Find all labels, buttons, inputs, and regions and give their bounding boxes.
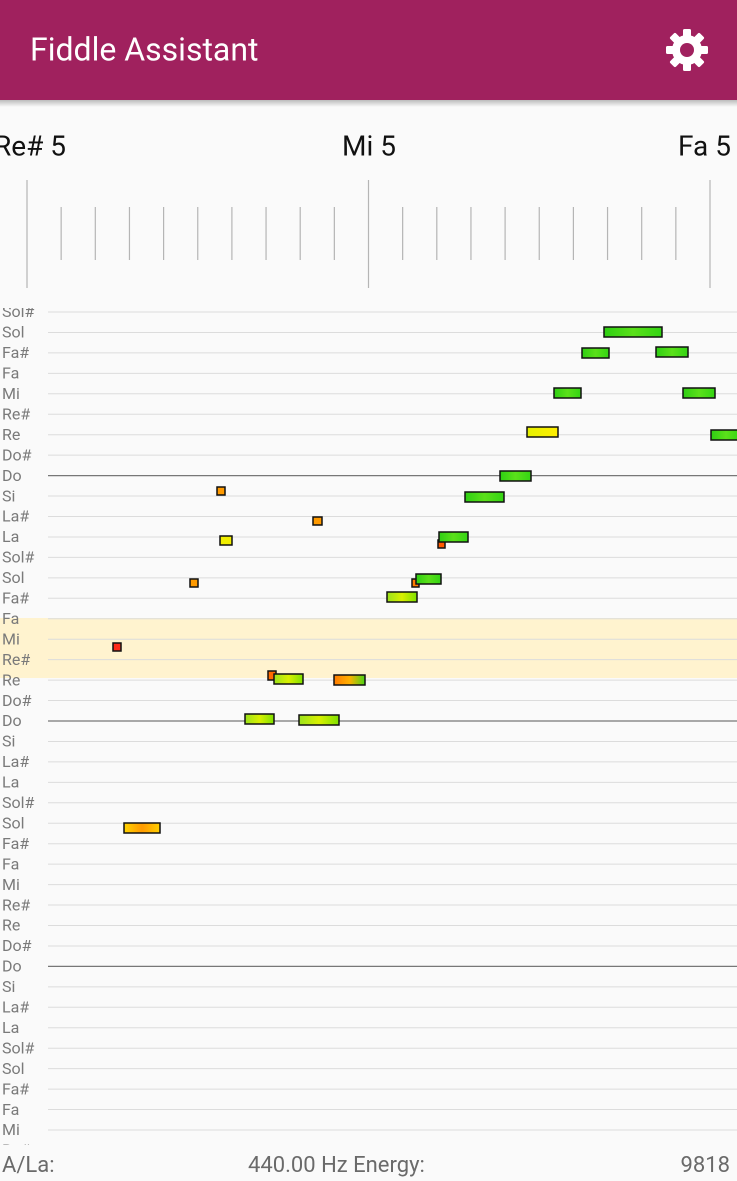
pitch-blob bbox=[499, 470, 532, 482]
pitch-blob bbox=[219, 535, 233, 546]
row-label: Fa# bbox=[2, 834, 29, 853]
row-label: Sol bbox=[2, 323, 25, 342]
app-title: Fiddle Assistant bbox=[30, 30, 258, 68]
row-label: Sol# bbox=[2, 1038, 35, 1057]
pitch-trace bbox=[112, 326, 737, 834]
pitch-blob bbox=[710, 429, 737, 441]
tuner-left-note: Re# 5 bbox=[0, 129, 66, 162]
pitch-blob bbox=[581, 347, 610, 359]
energy-value: 9818 bbox=[681, 1153, 730, 1178]
row-label: Sol bbox=[2, 1059, 25, 1078]
pitch-blob bbox=[273, 673, 304, 685]
row-label: Si bbox=[2, 977, 15, 996]
tuner-right-note: Fa 5 bbox=[678, 129, 731, 162]
row-label: Do# bbox=[2, 936, 32, 955]
row-label: La# bbox=[2, 752, 29, 771]
row-label: La# bbox=[2, 507, 29, 526]
reference-label: A/La: bbox=[2, 1153, 55, 1178]
row-label: La bbox=[2, 527, 19, 546]
row-label: Sol bbox=[2, 813, 25, 832]
row-label: Sol# bbox=[2, 548, 35, 567]
app-bar-shadow bbox=[0, 100, 737, 107]
app-bar bbox=[0, 0, 737, 100]
row-label: La# bbox=[2, 998, 29, 1017]
pitch-blob bbox=[189, 578, 199, 588]
row-label: Re# bbox=[2, 895, 30, 914]
pitch-blob bbox=[244, 713, 275, 725]
row-label: Re# bbox=[2, 1141, 30, 1160]
row-label: Sol# bbox=[2, 302, 35, 321]
pitch-blob bbox=[216, 486, 226, 496]
row-label: Re bbox=[2, 670, 20, 689]
row-label: Fa# bbox=[2, 343, 29, 362]
pitch-blob bbox=[123, 822, 161, 834]
pitch-blob bbox=[603, 326, 663, 338]
row-label: Do# bbox=[2, 445, 32, 464]
row-label: Fa bbox=[2, 1100, 19, 1119]
row-label: Mi bbox=[2, 1120, 20, 1139]
pitch-blob bbox=[112, 642, 122, 652]
row-label: Do bbox=[2, 711, 22, 730]
row-label: Re# bbox=[2, 404, 30, 423]
pitch-blob bbox=[312, 516, 323, 526]
row-label: Re# bbox=[2, 650, 30, 669]
row-label: La bbox=[2, 1018, 19, 1037]
pitch-blob bbox=[415, 573, 442, 585]
row-label: La bbox=[2, 773, 19, 792]
row-label: Do# bbox=[2, 691, 32, 710]
target-band bbox=[0, 618, 737, 678]
reference-value: 440.00 Hz Energy: bbox=[248, 1153, 425, 1178]
row-label: Mi bbox=[2, 875, 20, 894]
row-label: Si bbox=[2, 732, 15, 751]
tuner-scale bbox=[26, 180, 711, 288]
row-label: Sol bbox=[2, 568, 25, 587]
row-label: Do bbox=[2, 957, 22, 976]
pitch-blob bbox=[464, 491, 505, 503]
pitch-blob bbox=[298, 714, 340, 726]
pitch-blob bbox=[438, 531, 469, 543]
pitch-blob bbox=[553, 387, 582, 399]
row-label: Fa bbox=[2, 364, 19, 383]
row-label: Sol# bbox=[2, 793, 35, 812]
tuner-center-note: Mi 5 bbox=[342, 129, 396, 162]
row-label: Fa bbox=[2, 609, 19, 628]
row-label: Fa bbox=[2, 854, 19, 873]
pitch-blob bbox=[333, 674, 366, 686]
row-label: Re bbox=[2, 916, 20, 935]
pitch-blob bbox=[386, 591, 418, 603]
row-label: Do bbox=[2, 466, 22, 485]
pitch-chart: Sol#SolFa#FaMiRe#ReDo#DoSiLa#LaSol#SolFa… bbox=[0, 302, 737, 1160]
pitch-blob bbox=[526, 426, 559, 438]
row-label: Mi bbox=[2, 384, 20, 403]
row-label: Fa# bbox=[2, 589, 29, 608]
row-label: Mi bbox=[2, 629, 20, 648]
pitch-blob bbox=[682, 387, 716, 399]
row-label: Si bbox=[2, 486, 15, 505]
row-label: Fa# bbox=[2, 1079, 29, 1098]
settings-button[interactable] bbox=[666, 29, 708, 71]
row-label: Re bbox=[2, 425, 20, 444]
pitch-blob bbox=[655, 346, 689, 358]
